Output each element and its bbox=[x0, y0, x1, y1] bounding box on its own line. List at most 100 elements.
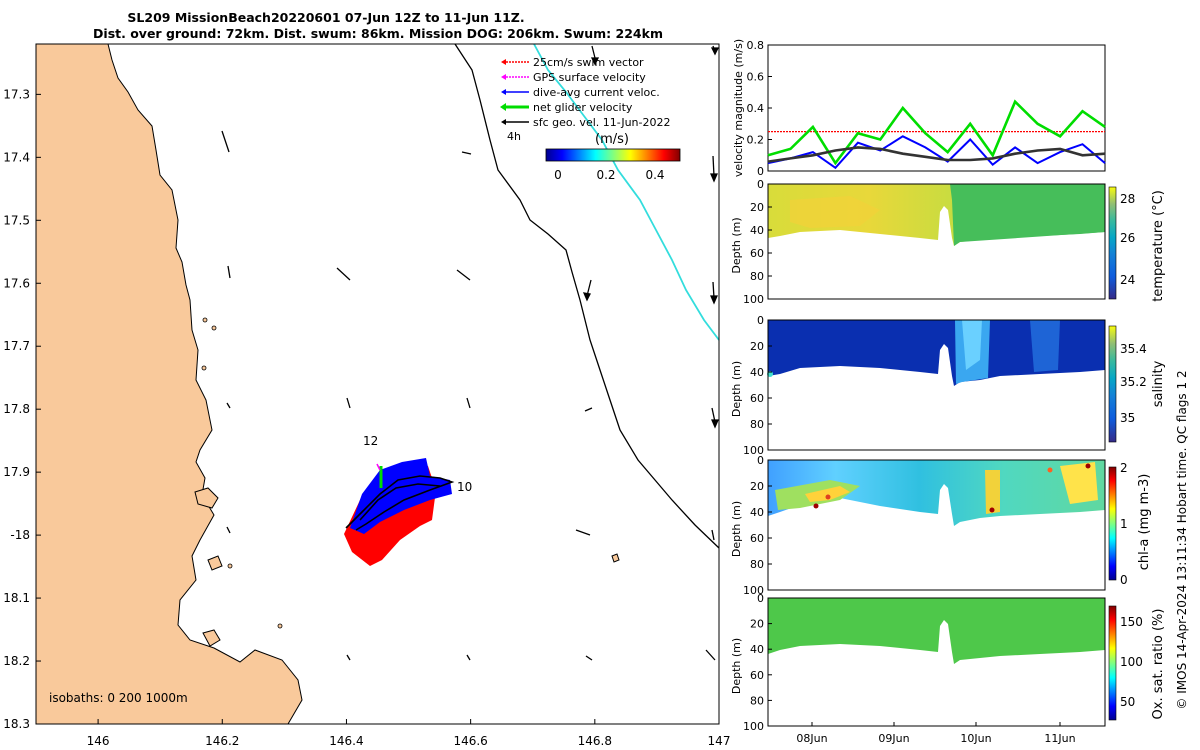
map-y-tick-label: 17.8 bbox=[3, 402, 30, 416]
salinity-colorbar-label: salinity bbox=[1151, 360, 1166, 407]
map-y-tick-label: 17.7 bbox=[3, 339, 30, 353]
salinity-patch bbox=[1030, 320, 1060, 372]
temperature-colorbar: 28 26 24 temperature (°C) bbox=[1108, 186, 1166, 302]
chlorophyll-high bbox=[805, 486, 850, 502]
chlorophyll-field bbox=[768, 460, 1105, 526]
chlorophyll-point bbox=[989, 507, 995, 513]
title-line-1: SL209 MissionBeach20220601 07-Jun 12Z to… bbox=[127, 10, 524, 25]
chlorophyll-high bbox=[1060, 462, 1098, 504]
velocity-series bbox=[767, 99, 1106, 170]
velocity-y-tick-label: 0.8 bbox=[747, 39, 765, 52]
island bbox=[611, 553, 620, 563]
copyright-note: © IMOS 14-Apr-2024 13:11:34 Hobart time.… bbox=[1175, 370, 1189, 709]
map-y-tick-label: 18.2 bbox=[3, 654, 30, 668]
island bbox=[207, 555, 223, 571]
track-path-black bbox=[345, 475, 455, 531]
map-x-tick-label: 146.8 bbox=[578, 734, 612, 748]
map-x-tick-label: 146.6 bbox=[453, 734, 487, 748]
colorbar-tick: 100 bbox=[1120, 655, 1143, 669]
depth-tick-label: 0 bbox=[757, 454, 764, 467]
colorbar-tick: 150 bbox=[1120, 615, 1143, 629]
map-y-tick-label: 17.5 bbox=[3, 213, 30, 227]
map-colorbar-tick: 0.2 bbox=[596, 168, 615, 182]
temperature-frame bbox=[767, 183, 1106, 300]
map-y-axis: 17.3 17.4 17.5 17.6 17.7 17.8 17.9 -18 18.1 18.2 1… bbox=[3, 87, 41, 731]
island bbox=[194, 487, 219, 509]
svg-text:net glider velocity: net glider velocity bbox=[533, 101, 633, 114]
depth-tick-label: 100 bbox=[743, 444, 764, 457]
depth-tick-label: 100 bbox=[743, 584, 764, 597]
depth-tick-label: 40 bbox=[750, 506, 764, 519]
island bbox=[277, 623, 283, 629]
legend-item-geostrophic: sfc geo. vel. 11-Jun-2022 bbox=[501, 116, 670, 129]
map-y-tick-label: 17.4 bbox=[3, 150, 30, 164]
chlorophyll-high bbox=[985, 470, 1000, 514]
map-colorbar-tick: 0 bbox=[554, 168, 562, 182]
temperature-panel bbox=[767, 183, 1106, 300]
salinity-panel bbox=[767, 319, 1106, 451]
island bbox=[202, 317, 208, 323]
colorbar-tick: 1 bbox=[1120, 517, 1128, 531]
depth-tick-label: 20 bbox=[750, 340, 764, 353]
map-y-tick-label: 18.1 bbox=[3, 591, 30, 605]
depth-tick-label: 0 bbox=[757, 178, 764, 191]
colorbar-tick: 35.2 bbox=[1120, 375, 1147, 389]
depth-tick-label: 60 bbox=[750, 669, 764, 682]
depth-tick-label: 60 bbox=[750, 532, 764, 545]
colorbar-tick: 35 bbox=[1120, 411, 1135, 425]
island bbox=[201, 365, 207, 371]
colorbar-tick: 35.4 bbox=[1120, 342, 1147, 356]
depth-tick-label: 100 bbox=[743, 293, 764, 306]
colorbar-tick: 2 bbox=[1120, 461, 1128, 475]
map-x-tick-label: 146.2 bbox=[205, 734, 239, 748]
legend-item-dive-avg: dive-avg current veloc. bbox=[501, 86, 660, 99]
gps-velocity-arrow bbox=[376, 463, 381, 471]
salinity-field bbox=[768, 320, 1105, 386]
oxygen-colorbar-label: Ox. sat. ratio (%) bbox=[1151, 609, 1166, 720]
velocity-y-label: velocity magnitude (m/s) bbox=[732, 39, 745, 177]
depth-tick-label: 40 bbox=[750, 366, 764, 379]
depth-axis-label: Depth (m) bbox=[730, 501, 743, 557]
depth-axis-label: Depth (m) bbox=[730, 361, 743, 417]
depth-tick-label: 80 bbox=[750, 694, 764, 707]
velocity-series-dive-avg bbox=[767, 135, 1106, 170]
depth-tick-label: 20 bbox=[750, 201, 764, 214]
svg-text:25cm/s swim vector: 25cm/s swim vector bbox=[533, 56, 644, 69]
island bbox=[211, 325, 217, 331]
title-line-2: Dist. over ground: 72km. Dist. swum: 86k… bbox=[93, 26, 663, 41]
isobaths-label: isobaths: 0 200 1000m bbox=[49, 691, 188, 705]
map-x-tick-label: 147 bbox=[708, 734, 731, 748]
velocity-series-net bbox=[767, 99, 1106, 166]
depth-tick-label: 100 bbox=[743, 720, 764, 733]
island bbox=[227, 563, 233, 569]
depth-tick-label: 40 bbox=[750, 224, 764, 237]
depth-tick-label: 20 bbox=[750, 480, 764, 493]
velocity-y-tick-label: 0.6 bbox=[747, 71, 765, 84]
cyan-track-line bbox=[533, 43, 720, 341]
map-y-tick-label: 18.3 bbox=[3, 717, 30, 731]
oxygen-field bbox=[768, 598, 1105, 664]
time-tick-label: 08Jun bbox=[796, 732, 827, 745]
map-x-tick-label: 146.4 bbox=[329, 734, 363, 748]
svg-text:dive-avg current veloc.: dive-avg current veloc. bbox=[533, 86, 660, 99]
depth-tick-label: 20 bbox=[750, 618, 764, 631]
velocity-y-axis: 0 0.2 0.4 0.6 0.8 bbox=[747, 39, 772, 178]
chlorophyll-point bbox=[1047, 467, 1053, 473]
time-tick-label: 11Jun bbox=[1044, 732, 1075, 745]
glider-track bbox=[344, 458, 455, 566]
geostrophic-vectors bbox=[221, 45, 720, 661]
chlorophyll-point bbox=[825, 494, 831, 500]
legend-item-net: net glider velocity bbox=[500, 101, 633, 114]
depth-tick-label: 80 bbox=[750, 270, 764, 283]
chlorophyll-point bbox=[1085, 463, 1091, 469]
salinity-frame bbox=[767, 319, 1106, 451]
map-y-tick-label: 17.3 bbox=[3, 87, 30, 101]
depth-tick-label: 60 bbox=[750, 247, 764, 260]
map-y-tick-label: -18 bbox=[10, 528, 30, 542]
depth-tick-label: 60 bbox=[750, 392, 764, 405]
chlorophyll-colorbar-label: chl-a (mg m-3) bbox=[1137, 474, 1152, 571]
map-y-tick-label: 17.9 bbox=[3, 465, 30, 479]
island bbox=[202, 629, 221, 647]
cool-patch bbox=[950, 184, 1105, 246]
chlorophyll-frame bbox=[767, 459, 1106, 591]
